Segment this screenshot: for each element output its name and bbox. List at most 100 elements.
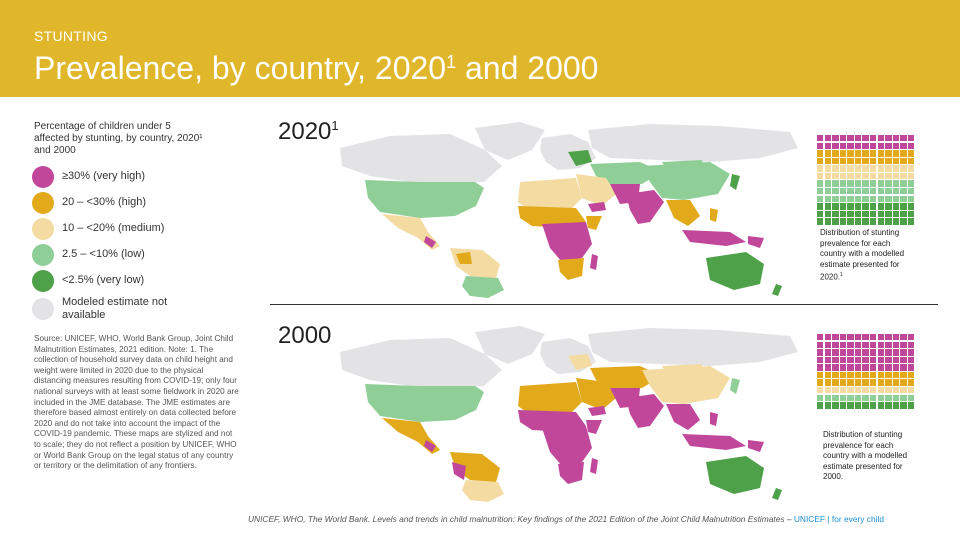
waffle-cell: [839, 334, 847, 341]
legend-label: 2.5 – <10% (low): [62, 248, 145, 260]
kicker: STUNTING: [34, 28, 108, 44]
waffle-cell: [847, 210, 854, 218]
map-region-greenland: [475, 122, 545, 160]
waffle-cell: [839, 364, 847, 371]
waffle-cell: [885, 172, 892, 180]
waffle-cell: [877, 172, 885, 180]
waffle-cell: [854, 172, 862, 180]
waffle-cell: [870, 210, 877, 218]
waffle-cell: [847, 142, 854, 149]
waffle-cell: [839, 349, 847, 356]
waffle-cell: [892, 157, 900, 165]
map-region-indonesia: [682, 230, 746, 246]
waffle-cell: [885, 142, 892, 149]
waffle-cell: [854, 394, 862, 402]
waffle-cell: [854, 371, 862, 379]
waffle-cell: [907, 172, 915, 180]
waffle-cell: [870, 188, 877, 195]
waffle-cell: [854, 356, 862, 364]
waffle-cell: [892, 394, 900, 402]
waffle-cell: [832, 150, 839, 157]
waffle-cell: [854, 165, 862, 172]
page-title: Prevalence, by country, 20201 and 2000: [34, 50, 598, 87]
waffle-cell: [839, 150, 847, 157]
map-region-papua: [748, 440, 764, 452]
waffle-cell: [900, 341, 907, 348]
map-region-central-africa: [542, 426, 592, 466]
waffle-cell: [870, 341, 877, 348]
map-region-central-africa: [542, 222, 592, 262]
waffle-cell: [847, 203, 854, 210]
brand-text: UNICEF | for every child: [793, 514, 885, 524]
waffle-cell: [824, 334, 831, 341]
waffle-cell: [854, 157, 862, 165]
waffle-cell: [854, 180, 862, 187]
waffle-cell: [870, 218, 877, 225]
waffle-cell: [877, 218, 885, 225]
waffle-cell: [885, 180, 892, 187]
waffle-cell: [854, 195, 862, 203]
map-region-middle-east: [576, 378, 616, 410]
waffle-cell: [839, 180, 847, 187]
waffle-cell: [839, 356, 847, 364]
waffle-cell: [870, 150, 877, 157]
map-region-australia: [706, 252, 764, 290]
waffle-cell: [892, 150, 900, 157]
waffle-cell: [870, 379, 877, 386]
waffle-cell: [854, 387, 862, 394]
map-region-mongolia: [662, 160, 704, 172]
waffle-cell: [854, 341, 862, 348]
waffle-note-text: Distribution of stunting prevalence for …: [823, 430, 908, 481]
waffle-cell: [817, 210, 824, 218]
waffle-cell: [862, 188, 869, 195]
waffle-cell: [817, 364, 824, 371]
waffle-cell: [817, 142, 824, 149]
map-region-sahel: [518, 410, 586, 432]
waffle-cell: [870, 364, 877, 371]
waffle-cell: [832, 402, 839, 409]
waffle-cell: [870, 356, 877, 364]
waffle-cell: [854, 402, 862, 409]
waffle-cell: [885, 356, 892, 364]
waffle-cell: [854, 334, 862, 341]
map-region-southeast-asia: [666, 200, 700, 226]
waffle-cell: [900, 379, 907, 386]
map-region-guatemala: [424, 440, 436, 452]
waffle-cell: [817, 172, 824, 180]
waffle-cell: [817, 180, 824, 187]
legend-label: 20 – <30% (high): [62, 196, 147, 208]
waffle-cell: [907, 364, 915, 371]
waffle-cell: [885, 165, 892, 172]
map-region-europe-east: [568, 150, 592, 166]
legend-swatch: [32, 192, 54, 214]
waffle-cell: [824, 203, 831, 210]
map-region-north-africa: [518, 382, 582, 416]
map-region-philippines: [710, 412, 718, 426]
waffle-note-2000: Distribution of stunting prevalence for …: [823, 430, 913, 483]
waffle-cell: [824, 157, 831, 165]
legend-label: 10 – <20% (medium): [62, 222, 165, 234]
waffle-cell: [832, 364, 839, 371]
waffle-cell: [847, 165, 854, 172]
map-region-middle-east: [576, 174, 616, 206]
waffle-cell: [847, 349, 854, 356]
waffle-note-2020: Distribution of stunting prevalence for …: [820, 228, 910, 283]
waffle-cell: [839, 341, 847, 348]
waffle-cell: [832, 218, 839, 225]
waffle-cell: [892, 387, 900, 394]
legend-swatch: [32, 298, 54, 320]
map-region-europe-east: [568, 354, 592, 370]
waffle-cell: [885, 218, 892, 225]
waffle-cell: [832, 172, 839, 180]
waffle-cell: [877, 334, 885, 341]
waffle-cell: [817, 150, 824, 157]
waffle-cell: [885, 387, 892, 394]
waffle-cell: [817, 334, 824, 341]
waffle-cell: [900, 349, 907, 356]
waffle-cell: [847, 364, 854, 371]
waffle-cell: [824, 142, 831, 149]
waffle-cell: [885, 349, 892, 356]
waffle-cell: [862, 142, 869, 149]
waffle-cell: [824, 402, 831, 409]
waffle-cell: [885, 203, 892, 210]
